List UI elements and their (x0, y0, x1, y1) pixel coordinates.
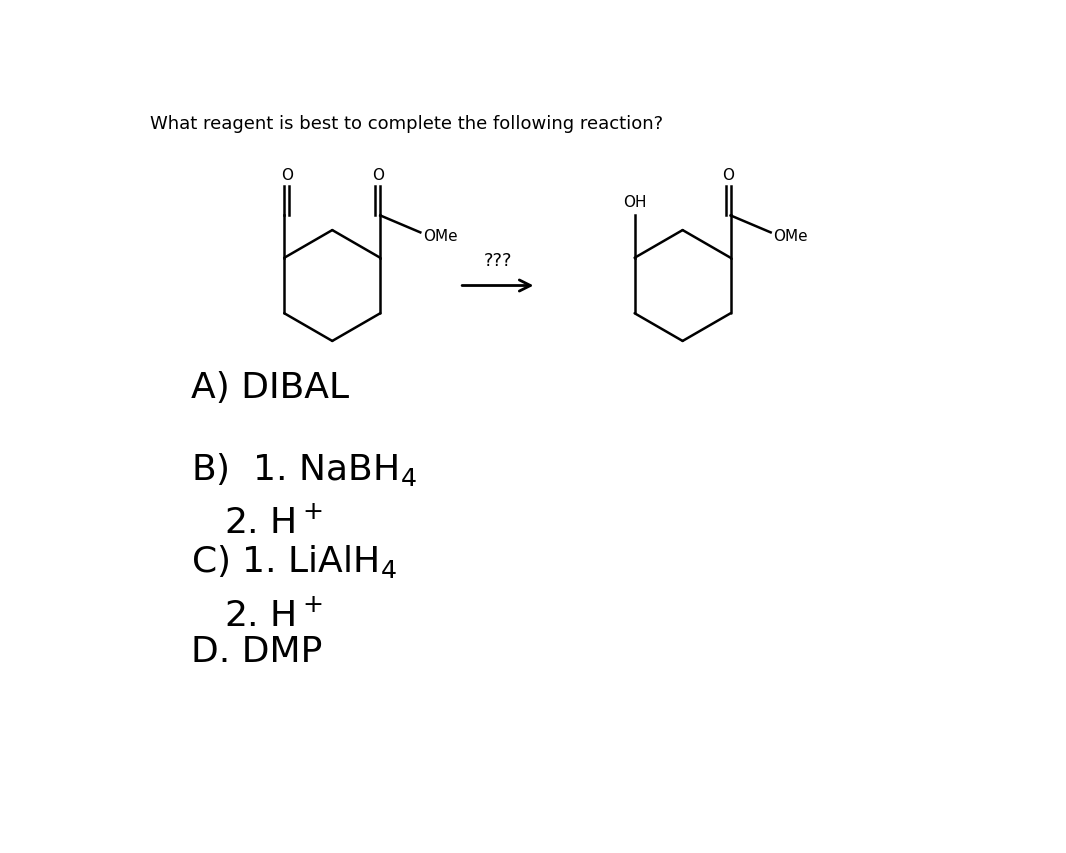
Text: D. DMP: D. DMP (192, 635, 323, 669)
Text: OMe: OMe (773, 229, 808, 244)
Text: OMe: OMe (422, 229, 457, 244)
Text: OH: OH (623, 195, 646, 210)
Text: B)  1. NaBH$_4$: B) 1. NaBH$_4$ (192, 450, 417, 487)
Text: What reagent is best to complete the following reaction?: What reagent is best to complete the fol… (150, 114, 663, 133)
Text: 2. H$^+$: 2. H$^+$ (224, 505, 322, 540)
Text: 2. H$^+$: 2. H$^+$ (224, 598, 322, 632)
Text: ???: ??? (484, 252, 512, 270)
Text: C) 1. LiAlH$_4$: C) 1. LiAlH$_4$ (192, 543, 398, 579)
Text: A) DIBAL: A) DIBAL (192, 371, 350, 404)
Text: O: O (280, 167, 293, 183)
Text: O: O (722, 167, 734, 183)
Text: O: O (372, 167, 384, 183)
